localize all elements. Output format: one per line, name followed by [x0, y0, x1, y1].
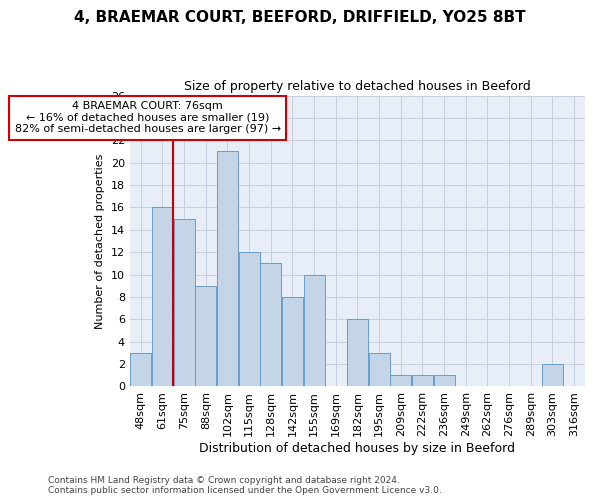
- Text: 4 BRAEMAR COURT: 76sqm
← 16% of detached houses are smaller (19)
82% of semi-det: 4 BRAEMAR COURT: 76sqm ← 16% of detached…: [14, 101, 281, 134]
- Bar: [368, 353, 389, 386]
- Bar: [347, 320, 368, 386]
- X-axis label: Distribution of detached houses by size in Beeford: Distribution of detached houses by size …: [199, 442, 515, 455]
- Bar: [217, 152, 238, 386]
- Bar: [282, 297, 303, 386]
- Bar: [304, 274, 325, 386]
- Bar: [130, 353, 151, 386]
- Bar: [152, 208, 173, 386]
- Text: 4, BRAEMAR COURT, BEEFORD, DRIFFIELD, YO25 8BT: 4, BRAEMAR COURT, BEEFORD, DRIFFIELD, YO…: [74, 10, 526, 25]
- Bar: [542, 364, 563, 386]
- Text: Contains HM Land Registry data © Crown copyright and database right 2024.
Contai: Contains HM Land Registry data © Crown c…: [48, 476, 442, 495]
- Bar: [260, 264, 281, 386]
- Bar: [239, 252, 260, 386]
- Bar: [434, 376, 455, 386]
- Title: Size of property relative to detached houses in Beeford: Size of property relative to detached ho…: [184, 80, 531, 93]
- Bar: [195, 286, 216, 386]
- Bar: [173, 218, 194, 386]
- Bar: [390, 376, 412, 386]
- Bar: [412, 376, 433, 386]
- Y-axis label: Number of detached properties: Number of detached properties: [95, 154, 105, 328]
